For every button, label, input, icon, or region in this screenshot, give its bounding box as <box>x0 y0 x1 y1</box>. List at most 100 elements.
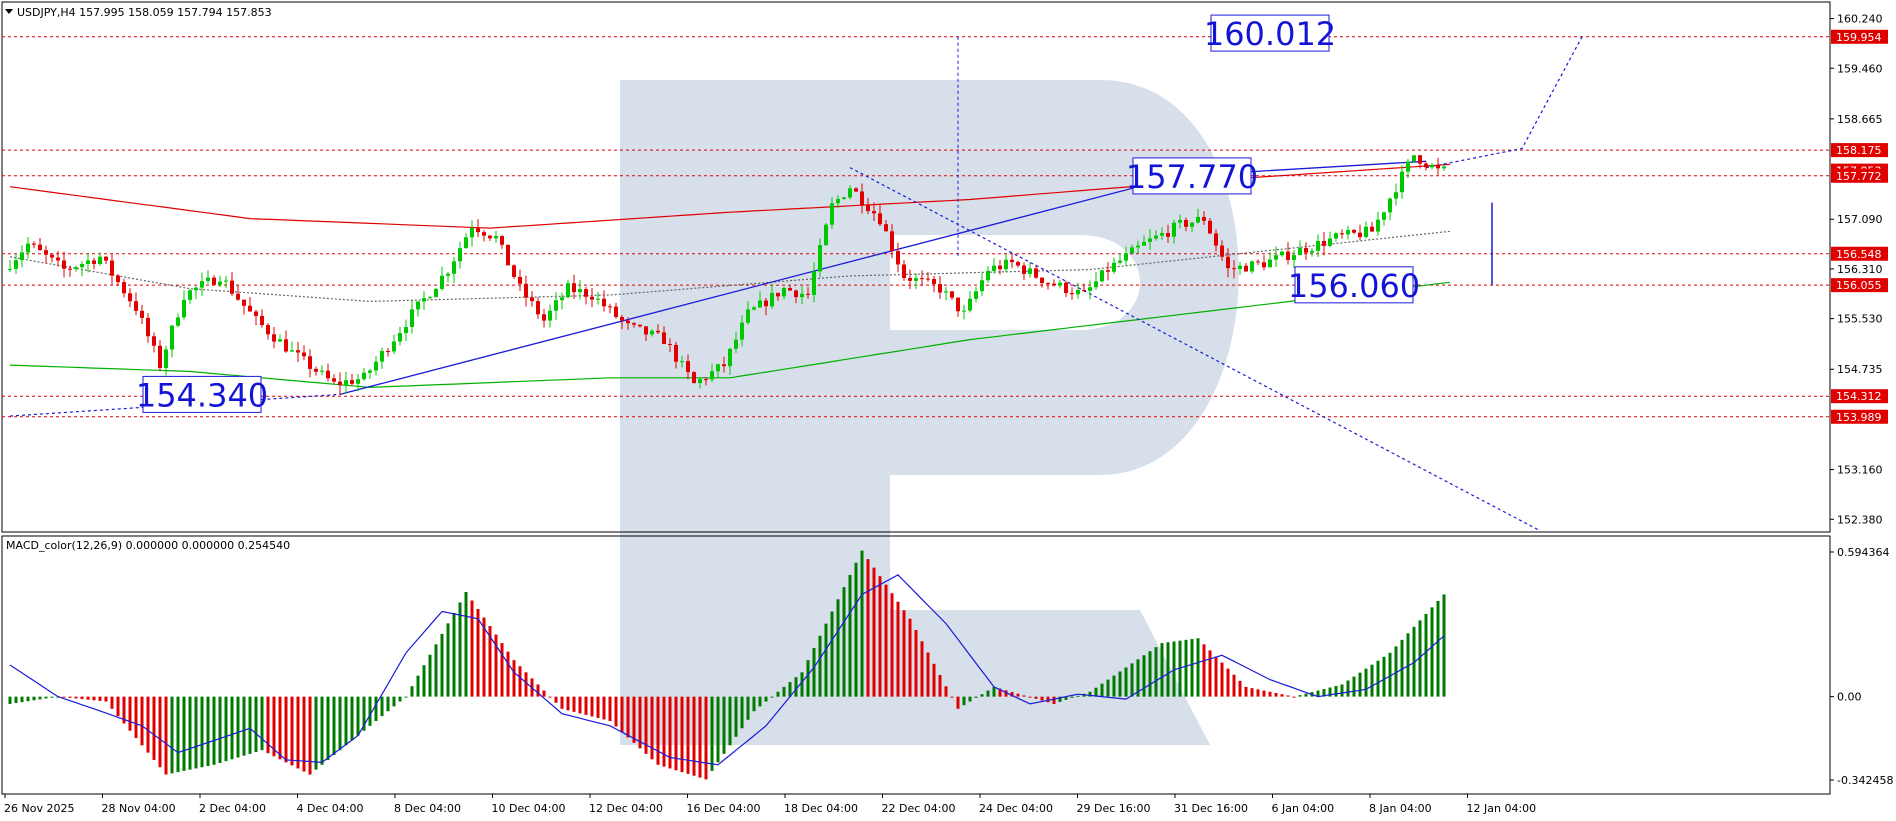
macd-bar <box>1382 656 1386 697</box>
candle-body <box>248 305 252 312</box>
macd-bar <box>734 696 738 737</box>
candle-body <box>1310 250 1314 253</box>
candle-body <box>794 290 798 298</box>
candle-body <box>14 260 18 269</box>
candle-body <box>596 298 600 300</box>
triangle-down-icon[interactable] <box>5 9 13 14</box>
macd-bar <box>962 696 966 706</box>
macd-bar <box>368 696 372 726</box>
candle-body <box>140 310 144 318</box>
candle-body <box>1160 233 1164 236</box>
macd-bar <box>68 696 72 698</box>
macd-bar <box>632 696 636 743</box>
candle-body <box>572 283 576 293</box>
candle-body <box>8 268 12 270</box>
price-tag-label: 158.175 <box>1836 144 1882 157</box>
candle-body <box>728 348 732 367</box>
macd-bar <box>866 559 870 697</box>
candle-body <box>218 281 222 285</box>
candle-body <box>764 300 768 307</box>
macd-bar <box>890 593 894 697</box>
macd-bar <box>278 696 282 760</box>
macd-bar <box>170 696 174 774</box>
macd-bar <box>470 600 474 697</box>
candle-body <box>860 191 864 206</box>
time-tick-label: 22 Dec 04:00 <box>882 802 956 815</box>
macd-bar <box>1028 696 1032 698</box>
candle-body <box>776 292 780 297</box>
macd-bar <box>1232 674 1236 697</box>
macd-bar <box>146 696 150 753</box>
macd-tick-label: 0.594364 <box>1837 546 1890 559</box>
macd-bar <box>872 567 876 697</box>
candle-body <box>626 320 630 324</box>
price-tag-label: 154.312 <box>1836 390 1882 403</box>
candle-body <box>704 379 708 381</box>
macd-bar <box>1112 675 1116 697</box>
candle-body <box>122 282 126 294</box>
macd-bar <box>134 696 138 739</box>
candle-body <box>422 298 426 302</box>
candle-body <box>44 250 48 255</box>
candle-body <box>164 349 168 368</box>
candle-body <box>872 211 876 214</box>
macd-bar <box>1118 671 1122 697</box>
macd-bar <box>692 696 696 776</box>
candle-body <box>836 198 840 204</box>
macd-bar <box>1418 620 1422 697</box>
macd-bar <box>722 696 726 754</box>
candle-body <box>1334 233 1338 239</box>
macd-bar <box>272 696 276 757</box>
macd-bar <box>488 626 492 697</box>
macd-bar <box>902 610 906 697</box>
macd-bar <box>590 696 594 717</box>
macd-bar <box>716 696 720 763</box>
macd-bar <box>788 682 792 697</box>
macd-bar <box>1442 594 1446 697</box>
price-tag <box>1831 143 1888 158</box>
price-tag <box>1831 246 1888 261</box>
candle-body <box>1076 289 1080 295</box>
time-tick-label: 2 Dec 04:00 <box>199 802 266 815</box>
macd-bar <box>1304 693 1308 697</box>
candle-body <box>548 310 552 321</box>
macd-bar <box>566 696 570 711</box>
candle-body <box>1250 261 1254 272</box>
candle-body <box>710 371 714 380</box>
candle-body <box>1184 219 1188 227</box>
macd-bar <box>242 696 246 756</box>
candle-body <box>188 290 192 300</box>
candle-body <box>356 379 360 384</box>
candle-body <box>86 260 90 264</box>
price-tick-label: 159.460 <box>1837 62 1883 75</box>
macd-bar <box>848 574 852 697</box>
candle-body <box>1112 262 1116 272</box>
candle-body <box>752 307 756 310</box>
candle-body <box>1052 283 1056 286</box>
macd-bar <box>158 696 162 768</box>
macd-bar <box>620 696 624 732</box>
macd-bar <box>500 643 504 697</box>
price-tick-label: 156.310 <box>1837 263 1883 276</box>
candle-body <box>968 298 972 311</box>
candle-body <box>734 339 738 349</box>
candle-body <box>392 341 396 352</box>
price-annotations: 160.012 157.770 156.060 154.340 <box>136 14 1420 414</box>
candle-body <box>416 301 420 310</box>
macd-bar <box>626 696 630 738</box>
candle-body <box>1394 192 1398 199</box>
macd-bar <box>128 696 132 731</box>
macd-bar <box>392 696 396 707</box>
candle-body <box>1244 265 1248 272</box>
macd-bar <box>254 696 258 753</box>
candle-body <box>1148 238 1152 242</box>
macd-bar <box>1130 663 1134 697</box>
macd-signal-line <box>9 574 1445 766</box>
macd-bar <box>764 696 768 702</box>
macd-bar <box>1250 688 1254 697</box>
macd-bar <box>326 696 330 760</box>
candle-body <box>518 276 522 284</box>
macd-bar <box>8 696 12 704</box>
candle-body <box>1154 235 1158 239</box>
